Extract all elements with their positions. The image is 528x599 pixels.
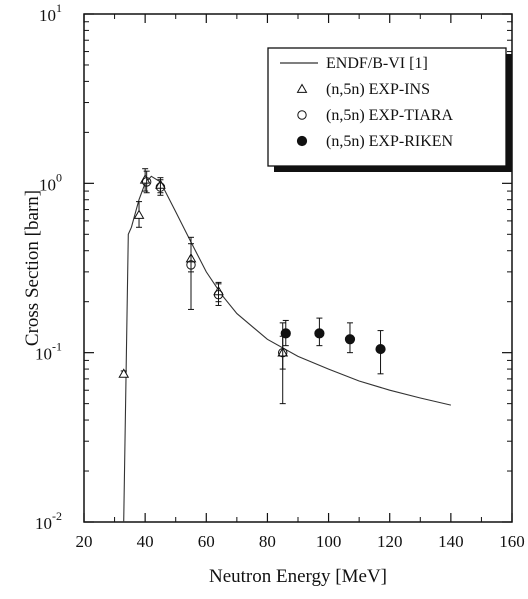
legend-marker [296,135,308,147]
y-tick-base: 10 [39,6,56,25]
data-point [314,328,325,339]
x-axis-label: Neutron Energy [MeV] [209,566,387,587]
data-point [118,368,130,378]
y-tick-base: 10 [35,345,52,364]
legend-box [267,47,507,167]
series-circle-filled [280,317,386,375]
data-point [133,209,145,219]
data-point [186,260,196,270]
legend-label: (n,5n) EXP-INS [326,81,430,98]
legend-label: (n,5n) EXP-RIKEN [326,133,454,150]
x-tick-label: 100 [316,532,342,551]
y-axis-label: Cross Section [barn] [22,190,43,346]
legend: ENDF/B-VI [1] (n,5n) EXP-INS (n,5n) EXP-TI… [267,47,512,172]
endf-curve [123,175,452,523]
legend-entry: ENDF/B-VI [1] [280,55,428,72]
y-tick-label: 101 [39,1,62,25]
legend-marker [296,83,308,93]
legend-marker [297,110,307,120]
legend-label: (n,5n) EXP-TIARA [326,107,454,124]
y-tick-label: 10-1 [35,340,62,364]
x-tick-label: 140 [438,532,464,551]
series-triangle [118,168,289,378]
data-point [213,289,224,300]
y-tick-exponent: -1 [52,340,62,354]
data-point [155,182,166,192]
x-tick-label: 160 [499,532,525,551]
data-point [344,334,356,345]
legend-entries: ENDF/B-VI [1] (n,5n) EXP-INS (n,5n) EXP-TI… [280,55,454,150]
data-point [375,343,386,355]
x-tick-label: 80 [259,532,276,551]
x-tick-label: 20 [76,532,93,551]
experimental-points-layer [118,168,386,405]
y-tick-base: 10 [39,175,56,194]
legend-entry: (n,5n) EXP-TIARA [297,107,454,124]
legend-label: ENDF/B-VI [1] [326,55,428,72]
model-curve-layer [123,175,452,523]
data-point [278,347,288,358]
x-tick-label: 120 [377,532,403,551]
data-point [280,328,291,339]
legend-entry: (n,5n) EXP-RIKEN [296,133,454,150]
x-tick-label: 40 [137,532,154,551]
legend-entry: (n,5n) EXP-INS [296,81,430,98]
series-circle-open [141,170,288,405]
data-point [141,177,152,187]
x-tick-label: 60 [198,532,215,551]
y-tick-label: 10-2 [35,509,62,533]
y-tick-exponent: 0 [56,170,62,184]
y-tick-exponent: 1 [56,1,62,15]
y-tick-exponent: -2 [52,509,62,523]
y-tick-label: 100 [39,170,62,194]
y-tick-base: 10 [35,514,52,533]
